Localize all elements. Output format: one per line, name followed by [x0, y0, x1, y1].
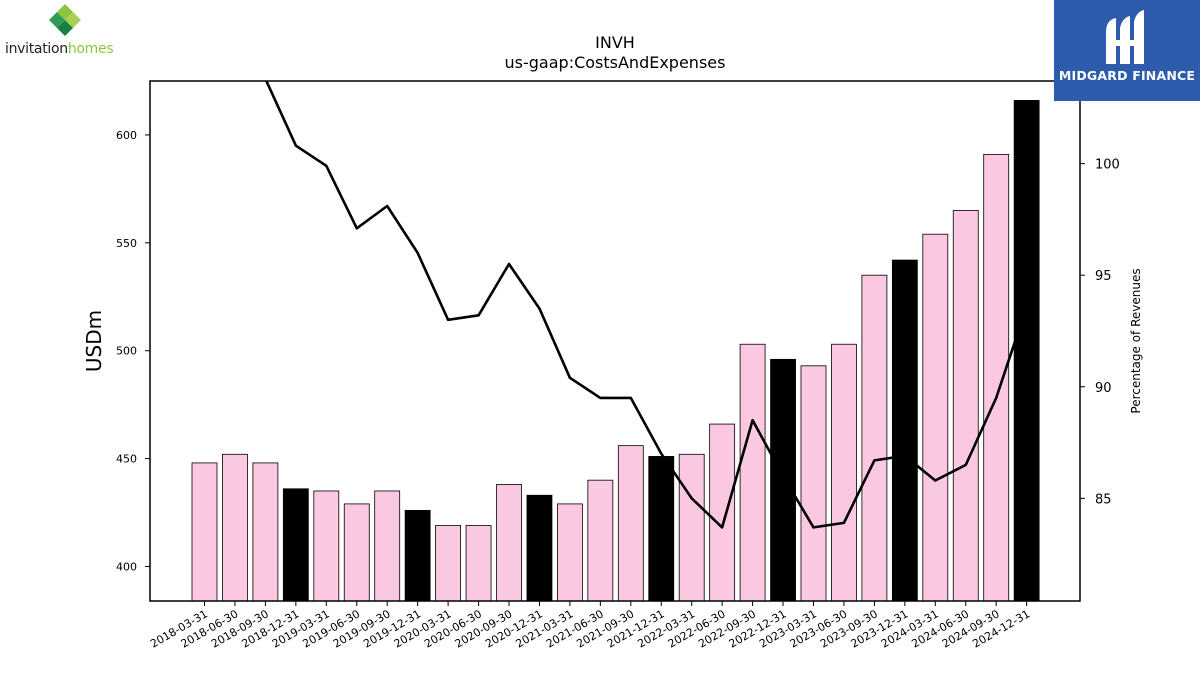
bar-2023-12-31	[891, 259, 918, 602]
bar-2022-06-30	[709, 423, 736, 602]
bar-2022-12-31	[770, 358, 796, 602]
plot-frame	[149, 80, 1081, 602]
bar-2024-06-30	[952, 210, 979, 602]
y-axis-label: USDm	[82, 310, 106, 372]
leaf-logo-icon	[49, 4, 81, 36]
bar-2023-03-31	[800, 365, 827, 602]
company-wordmark: invitationhomes	[5, 41, 114, 57]
invitation-homes-logo: invitationhomes	[0, 0, 140, 62]
bar-2018-06-30	[222, 453, 248, 602]
y-tick-label: 450	[116, 453, 137, 466]
bar-2021-09-30	[617, 445, 644, 602]
y2-axis-label: Percentage of Revenues	[1129, 268, 1143, 413]
bar-2018-09-30	[252, 462, 279, 602]
bar-2020-03-31	[435, 525, 462, 602]
y-tick-label: 600	[116, 129, 137, 142]
chart-title: INVH	[595, 33, 635, 52]
bar-2024-09-30	[983, 153, 1010, 602]
bar-2022-03-31	[678, 453, 705, 602]
bar-2020-12-31	[526, 494, 553, 602]
bar-2023-06-30	[831, 343, 857, 602]
bar-2019-06-30	[343, 503, 370, 602]
publisher-name: MIDGARD FINANCE	[1058, 68, 1196, 83]
bar-2019-12-31	[404, 509, 431, 602]
ratio-line	[264, 81, 1028, 529]
bar-2021-12-31	[648, 456, 675, 602]
bar-2018-03-31	[191, 462, 218, 602]
bar-2019-09-30	[374, 490, 401, 602]
bar-2023-09-30	[861, 274, 888, 602]
y2-tick-label: 95	[1095, 269, 1112, 284]
midgard-m-icon	[1106, 10, 1144, 64]
bar-2018-12-31	[282, 488, 309, 602]
bar-series	[191, 100, 1040, 602]
bar-2022-09-30	[739, 343, 766, 602]
bar-2024-03-31	[922, 233, 949, 602]
wordmark-part-2: homes	[67, 41, 114, 57]
wordmark-part-1: invitation	[5, 41, 68, 57]
bar-2020-09-30	[496, 484, 522, 602]
bar-2021-03-31	[557, 503, 583, 602]
y-tick-label: 550	[116, 237, 137, 250]
y2-tick-label: 100	[1095, 158, 1120, 173]
line-series	[264, 81, 1028, 529]
bar-2019-03-31	[313, 490, 340, 602]
chart-subtitle: us-gaap:CostsAndExpenses	[505, 53, 726, 72]
bar-2021-06-30	[587, 479, 614, 602]
y2-tick-label: 90	[1095, 381, 1112, 396]
y2-tick-label: 85	[1095, 492, 1112, 507]
midgard-finance-logo: MIDGARD FINANCE	[1054, 0, 1200, 101]
y-tick-label: 400	[116, 560, 137, 573]
y-tick-label: 500	[116, 345, 137, 358]
bar-2024-12-31	[1013, 100, 1040, 602]
bar-2020-06-30	[465, 525, 492, 602]
